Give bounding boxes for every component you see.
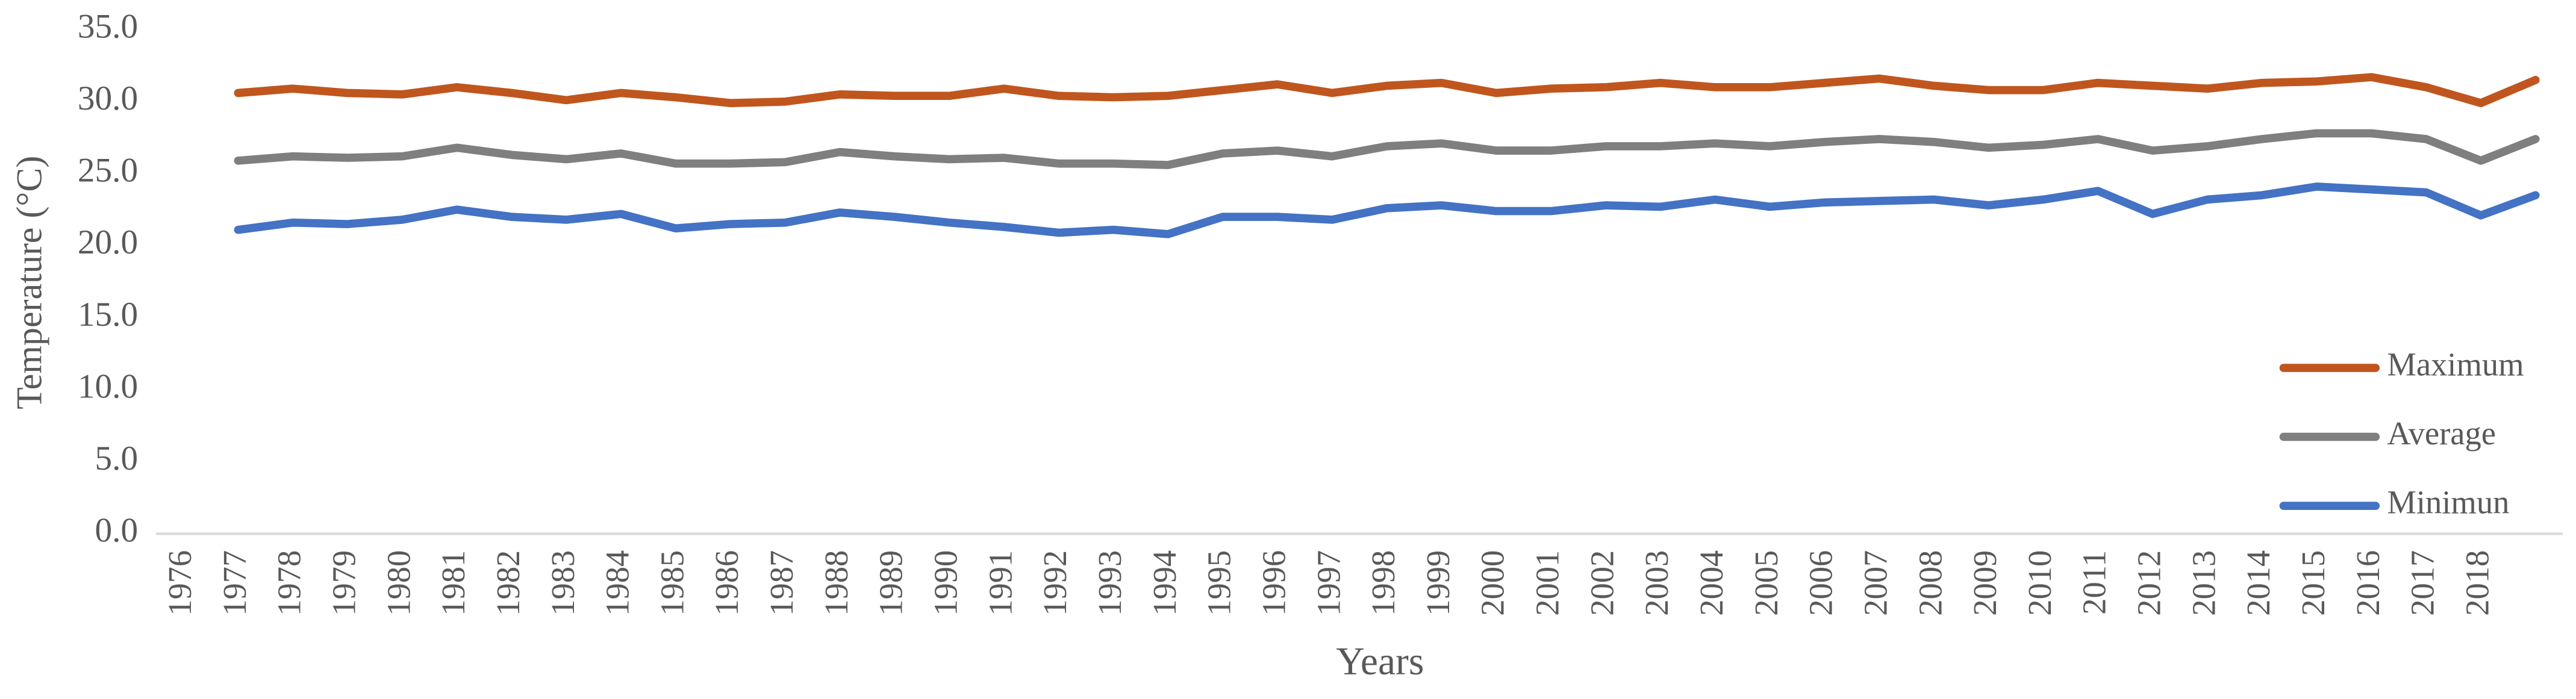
series-line xyxy=(234,129,2540,169)
x-tick-label: 1979 xyxy=(326,550,363,616)
x-tick-label: 2001 xyxy=(1529,550,1566,616)
y-tick-label: 15.0 xyxy=(78,296,138,334)
y-tick-label: 20.0 xyxy=(78,223,138,261)
x-tick-label: 1995 xyxy=(1201,550,1238,616)
x-tick-label: 2005 xyxy=(1748,550,1785,616)
legend-label: Maximum xyxy=(2387,346,2524,383)
y-tick-label: 10.0 xyxy=(78,367,138,405)
x-tick-label: 2006 xyxy=(1803,550,1839,616)
x-tick-label: 1997 xyxy=(1310,550,1347,616)
x-tick-label: 2015 xyxy=(2295,550,2331,616)
x-tick-label: 2007 xyxy=(1857,550,1894,616)
x-tick-label: 2002 xyxy=(1583,550,1620,616)
x-tick-label: 2003 xyxy=(1638,550,1675,616)
x-tick-label: 1984 xyxy=(599,550,636,616)
legend-label: Minimun xyxy=(2387,484,2509,521)
x-tick-label: 1998 xyxy=(1365,550,1402,616)
x-axis-title: Years xyxy=(1336,640,1424,683)
y-tick-label: 25.0 xyxy=(78,152,138,190)
x-tick-label: 1990 xyxy=(928,550,964,616)
y-tick-label: 5.0 xyxy=(95,440,139,477)
x-tick-label: 2014 xyxy=(2240,550,2277,616)
x-tick-label: 1991 xyxy=(982,550,1018,616)
x-tick-label: 1980 xyxy=(380,550,417,616)
x-tick-label: 2010 xyxy=(2021,550,2058,616)
x-tick-label: 1983 xyxy=(544,550,581,616)
y-tick-label: 30.0 xyxy=(78,79,138,117)
x-tick-label: 1987 xyxy=(763,550,800,616)
series-line xyxy=(234,73,2540,107)
series-line xyxy=(234,182,2540,238)
x-tick-label: 1978 xyxy=(271,550,308,616)
x-tick-label: 1992 xyxy=(1037,550,1073,616)
x-tick-label: 2013 xyxy=(2185,550,2222,616)
x-tick-label: 2004 xyxy=(1693,550,1730,616)
legend-label: Average xyxy=(2387,415,2496,452)
x-tick-label: 2011 xyxy=(2076,550,2113,615)
x-tick-label: 2018 xyxy=(2459,550,2495,616)
x-tick-label: 1981 xyxy=(435,550,472,616)
x-tick-label: 1989 xyxy=(873,550,909,616)
x-tick-label: 2008 xyxy=(1912,550,1948,616)
x-tick-label: 2012 xyxy=(2131,550,2168,616)
x-tick-label: 2016 xyxy=(2350,550,2386,616)
y-axis-title: Temperature (°C) xyxy=(9,156,49,409)
y-tick-label: 0.0 xyxy=(95,512,139,550)
x-tick-label: 1977 xyxy=(216,550,253,616)
x-tick-label: 1996 xyxy=(1255,550,1292,616)
x-tick-label: 1999 xyxy=(1420,550,1456,616)
x-tick-label: 1993 xyxy=(1091,550,1128,616)
y-tick-label: 35.0 xyxy=(78,7,138,45)
x-tick-label: 1994 xyxy=(1146,550,1183,616)
x-tick-label: 1982 xyxy=(490,550,526,616)
x-tick-label: 1988 xyxy=(818,550,855,616)
x-tick-label: 2017 xyxy=(2404,550,2441,616)
x-tick-label: 2000 xyxy=(1474,550,1511,616)
x-tick-label: 2009 xyxy=(1966,550,2003,616)
x-tick-label: 1985 xyxy=(653,550,690,616)
x-tick-label: 1976 xyxy=(161,550,198,616)
x-tick-label: 1986 xyxy=(708,550,745,616)
